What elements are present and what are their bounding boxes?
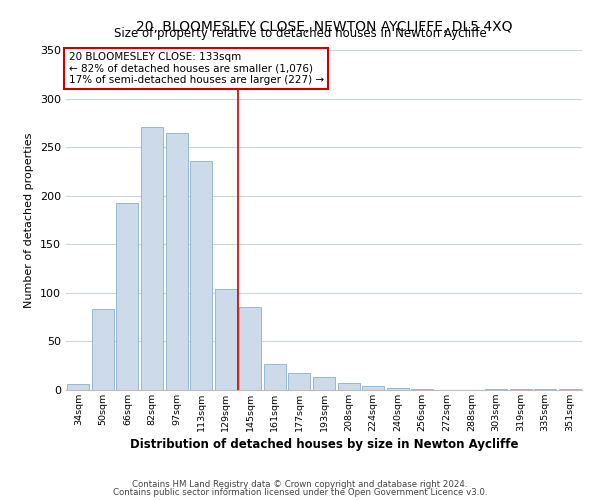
- Bar: [509, 389, 532, 390]
- Bar: [411, 389, 433, 390]
- Bar: [313, 378, 335, 390]
- Bar: [166, 132, 188, 390]
- Text: Contains public sector information licensed under the Open Government Licence v3: Contains public sector information licen…: [113, 488, 487, 497]
- Bar: [485, 389, 507, 390]
- Bar: [362, 386, 384, 390]
- Text: 20 BLOOMESLEY CLOSE: 133sqm
← 82% of detached houses are smaller (1,076)
17% of : 20 BLOOMESLEY CLOSE: 133sqm ← 82% of det…: [68, 52, 324, 85]
- Bar: [116, 204, 139, 390]
- Bar: [190, 160, 212, 390]
- Text: Contains HM Land Registry data © Crown copyright and database right 2024.: Contains HM Land Registry data © Crown c…: [132, 480, 468, 489]
- Bar: [386, 388, 409, 390]
- Bar: [534, 389, 556, 390]
- Text: Size of property relative to detached houses in Newton Aycliffe: Size of property relative to detached ho…: [113, 28, 487, 40]
- Bar: [67, 384, 89, 390]
- Bar: [141, 126, 163, 390]
- Bar: [289, 372, 310, 390]
- Bar: [239, 308, 262, 390]
- Title: 20, BLOOMESLEY CLOSE, NEWTON AYCLIFFE, DL5 4XQ: 20, BLOOMESLEY CLOSE, NEWTON AYCLIFFE, D…: [136, 20, 512, 34]
- Bar: [559, 389, 581, 390]
- Bar: [215, 289, 237, 390]
- Bar: [264, 364, 286, 390]
- Bar: [338, 383, 359, 390]
- X-axis label: Distribution of detached houses by size in Newton Aycliffe: Distribution of detached houses by size …: [130, 438, 518, 451]
- Y-axis label: Number of detached properties: Number of detached properties: [25, 132, 34, 308]
- Bar: [92, 310, 114, 390]
